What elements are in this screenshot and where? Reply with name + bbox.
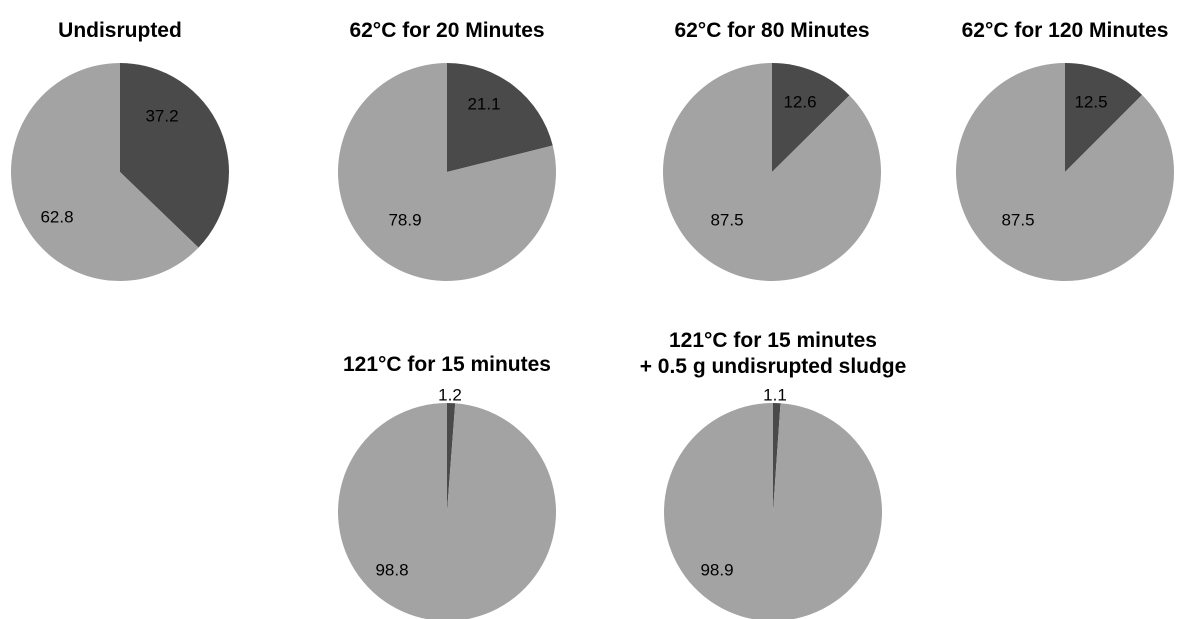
pie-title: + 0.5 g undisrupted sludge bbox=[640, 355, 907, 378]
pie-chart-2: 62°C for 20 Minutes 21.1 78.9 bbox=[337, 19, 556, 281]
pie-title: 121°C for 15 minutes bbox=[343, 353, 551, 376]
pie-slice bbox=[120, 63, 229, 248]
pie-slice bbox=[662, 63, 881, 281]
pie-slice bbox=[955, 62, 1174, 281]
pie-data-label: 12.5 bbox=[1074, 92, 1107, 111]
pie-chart-3: 62°C for 80 Minutes 12.6 87.5 bbox=[662, 19, 881, 281]
pie-title: 121°C for 15 minutes bbox=[669, 329, 877, 352]
pie-slice bbox=[337, 63, 556, 281]
pie-slice bbox=[447, 403, 456, 512]
pie-title: 62°C for 120 Minutes bbox=[962, 19, 1169, 42]
pie-data-label: 98.9 bbox=[700, 560, 733, 579]
pie-title: Undisrupted bbox=[58, 19, 182, 42]
pie-data-label: 62.8 bbox=[40, 207, 73, 226]
pie-title: 62°C for 80 Minutes bbox=[674, 19, 869, 42]
pie-data-label: 1.2 bbox=[438, 385, 462, 404]
pie-data-label: 12.6 bbox=[783, 92, 816, 111]
pie-data-label: 1.1 bbox=[763, 385, 787, 404]
pie-data-label: 87.5 bbox=[1001, 210, 1034, 229]
pie-slice bbox=[664, 403, 882, 619]
pie-slice bbox=[338, 403, 556, 619]
pie-chart-4: 62°C for 120 Minutes 12.5 87.5 bbox=[955, 19, 1174, 281]
pie-data-label: 21.1 bbox=[467, 94, 500, 113]
pie-title: 62°C for 20 Minutes bbox=[349, 19, 544, 42]
pie-slice bbox=[447, 63, 553, 172]
pie-slice bbox=[1065, 63, 1143, 172]
pie-slice bbox=[772, 63, 850, 172]
pie-chart-6: 121°C for 15 minutes + 0.5 g undisrupted … bbox=[640, 329, 907, 619]
pie-data-label: 37.2 bbox=[145, 106, 178, 125]
pie-data-label: 87.5 bbox=[710, 210, 743, 229]
pie-data-label: 98.8 bbox=[375, 560, 408, 579]
pie-chart-1: Undisrupted 37.2 62.8 bbox=[10, 19, 229, 282]
pie-data-label: 78.9 bbox=[388, 210, 421, 229]
pie-slice bbox=[10, 63, 199, 282]
pie-chart-5: 121°C for 15 minutes 1.2 98.8 bbox=[338, 353, 556, 619]
pie-slice bbox=[773, 403, 781, 512]
